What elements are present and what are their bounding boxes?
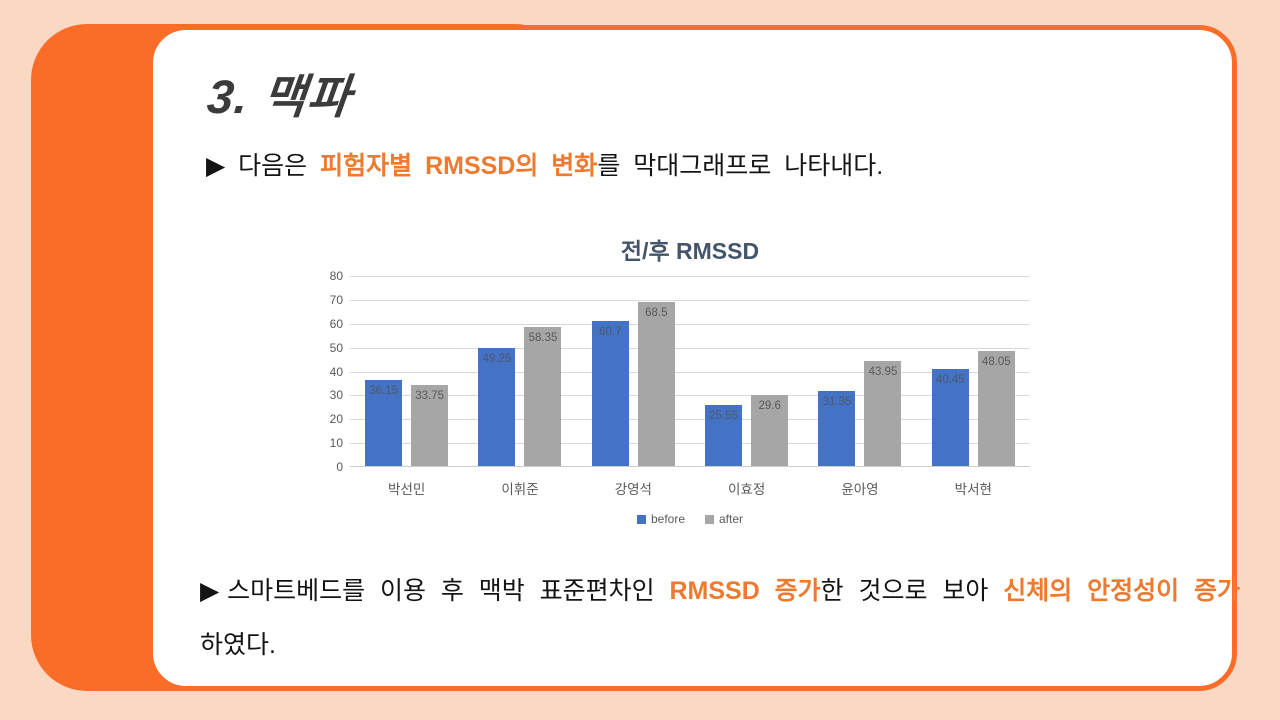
data-label: 33.75 xyxy=(415,390,445,403)
y-tick-label: 40 xyxy=(329,364,343,379)
conclusion-middle: 한 것으로 보아 xyxy=(820,577,1004,605)
y-tick-label: 70 xyxy=(329,292,343,307)
data-label: 60.7 xyxy=(599,326,622,339)
gridline xyxy=(350,323,1030,325)
data-label: 48.05 xyxy=(981,356,1011,369)
bar-after: 33.75 xyxy=(411,385,449,466)
bar-after: 68.5 xyxy=(637,302,675,466)
bar-group: 31.35 43.95 xyxy=(803,276,916,466)
data-label: 31.35 xyxy=(822,396,852,409)
legend-label: after xyxy=(719,512,744,526)
gridline xyxy=(350,299,1030,301)
data-label: 25.55 xyxy=(709,410,739,422)
bar-group: 60.7 68.5 xyxy=(577,276,690,466)
bar-before: 40.45 xyxy=(931,369,969,466)
y-tick-label: 10 xyxy=(329,436,343,451)
conclusion-text: ▶스마트베드를 이용 후 맥박 표준편차인 RMSSD 증가한 것으로 보아 신… xyxy=(200,564,1240,672)
bar-before: 31.35 xyxy=(818,391,856,466)
data-label: 58.35 xyxy=(528,331,558,344)
y-tick-label: 0 xyxy=(336,460,343,474)
bar-after: 48.05 xyxy=(977,351,1015,466)
data-label: 40.45 xyxy=(935,374,965,387)
y-tick-label: 50 xyxy=(329,340,343,355)
conclusion-line-1: ▶스마트베드를 이용 후 맥박 표준편차인 RMSSD 증가한 것으로 보아 신… xyxy=(200,564,1240,618)
bar-group: 49.25 58.35 xyxy=(463,276,576,466)
bar-group: 36.15 33.75 xyxy=(350,276,463,466)
category-label: 이효정 xyxy=(728,482,766,497)
bar-before: 36.15 xyxy=(365,379,403,466)
data-label: 36.15 xyxy=(369,384,399,397)
bar-after: 29.6 xyxy=(751,395,789,466)
bar-before: 60.7 xyxy=(591,321,629,466)
conclusion-prefix: ▶스마트베드를 이용 후 맥박 표준편차인 xyxy=(200,577,670,605)
category-label: 박서현 xyxy=(954,482,992,497)
intro-text-prefix: ▶ 다음은 xyxy=(206,152,321,180)
conclusion-highlight-1: RMSSD 증가 xyxy=(669,577,821,605)
bar-after: 58.35 xyxy=(524,326,562,466)
gridline xyxy=(350,276,1030,277)
y-tick-label: 20 xyxy=(329,412,343,427)
data-label: 29.6 xyxy=(758,400,781,413)
gridline xyxy=(350,419,1030,421)
bar-before: 25.55 xyxy=(705,405,743,466)
category-label: 강영석 xyxy=(614,482,652,497)
bar-group: 40.45 48.05 xyxy=(917,276,1030,466)
chart-plot-area: 36.15 33.75 49.25 58.35 60.7 68.5 25.55 29.6 31.… xyxy=(350,276,1030,467)
chart-title: 전/후 RMSSD xyxy=(620,238,760,264)
content-card: 3. 맥파 ▶ 다음은 피험자별 RMSSD의 변화를 막대그래프로 나타내다.… xyxy=(148,25,1240,691)
y-tick-label: 60 xyxy=(329,316,343,331)
legend-item-after: after xyxy=(705,512,743,526)
page-title-text: 3. 맥파 xyxy=(204,70,355,123)
bar-before: 49.25 xyxy=(478,348,516,466)
bar-chart: 전/후 RMSSD 36.15 33.75 49.25 58.35 60.7 68.5 25… xyxy=(325,228,1055,540)
category-label: 윤아영 xyxy=(841,482,879,497)
legend-label: before xyxy=(650,512,685,526)
legend-item-before: before xyxy=(636,512,685,526)
conclusion-line-2: 하였다. xyxy=(200,631,276,659)
legend-swatch xyxy=(705,514,714,524)
gridline xyxy=(350,347,1030,349)
chart-legend: before after xyxy=(350,512,1030,526)
bar-after: 43.95 xyxy=(864,361,902,466)
intro-text: ▶ 다음은 피험자별 RMSSD의 변화를 막대그래프로 나타내다. xyxy=(206,146,1186,182)
data-label: 43.95 xyxy=(868,366,898,379)
data-label: 49.25 xyxy=(482,353,512,366)
y-tick-label: 30 xyxy=(329,388,343,403)
gridline xyxy=(350,443,1030,445)
legend-swatch xyxy=(636,514,646,524)
gridline xyxy=(350,371,1030,373)
conclusion-highlight-2: 신체의 안정성이 증가 xyxy=(1003,577,1240,605)
bar-group: 25.55 29.6 xyxy=(690,276,803,466)
category-label: 박선민 xyxy=(388,482,426,497)
data-label: 68.5 xyxy=(645,307,668,320)
y-tick-label: 80 xyxy=(329,269,343,283)
category-label: 이휘준 xyxy=(501,482,539,497)
page-title: 3. 맥파 xyxy=(205,58,354,127)
gridline xyxy=(350,395,1030,397)
chart-x-axis: 박선민 이휘준 강영석 이효정 윤아영 박서현 xyxy=(350,478,1030,498)
intro-text-highlight: 피험자별 RMSSD의 변화 xyxy=(320,152,598,180)
intro-text-suffix: 를 막대그래프로 나타내다. xyxy=(597,152,884,180)
